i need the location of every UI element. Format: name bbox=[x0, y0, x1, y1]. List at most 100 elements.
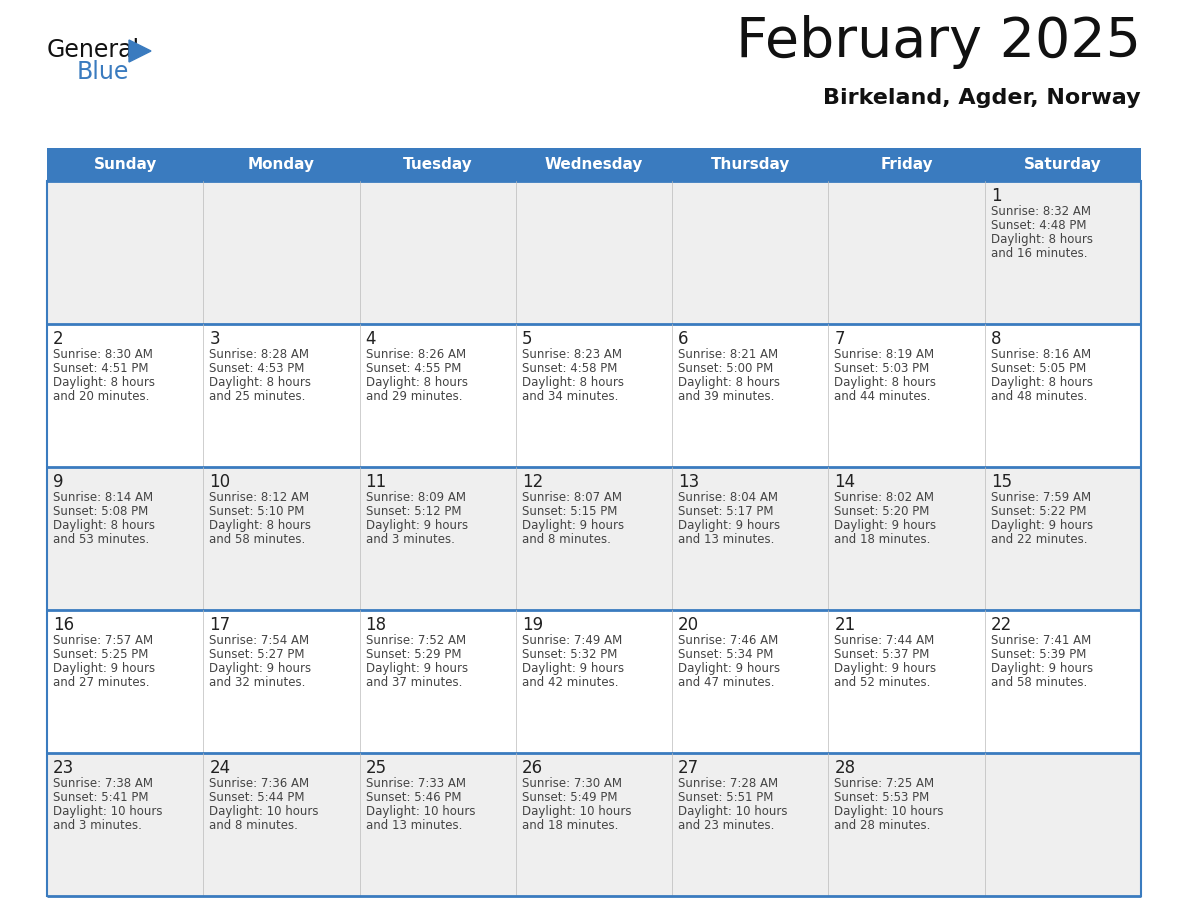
Text: Daylight: 9 hours: Daylight: 9 hours bbox=[522, 519, 624, 532]
Text: Daylight: 9 hours: Daylight: 9 hours bbox=[366, 519, 468, 532]
Text: Daylight: 8 hours: Daylight: 8 hours bbox=[678, 376, 781, 389]
Text: Sunrise: 7:30 AM: Sunrise: 7:30 AM bbox=[522, 777, 621, 790]
Text: Sunrise: 8:28 AM: Sunrise: 8:28 AM bbox=[209, 348, 309, 361]
Text: and 20 minutes.: and 20 minutes. bbox=[53, 390, 150, 403]
Text: General: General bbox=[48, 38, 140, 62]
Text: 15: 15 bbox=[991, 473, 1012, 491]
Text: Daylight: 9 hours: Daylight: 9 hours bbox=[834, 519, 936, 532]
Bar bbox=[48, 324, 1140, 467]
Text: Sunset: 5:34 PM: Sunset: 5:34 PM bbox=[678, 648, 773, 661]
Text: Daylight: 10 hours: Daylight: 10 hours bbox=[678, 805, 788, 818]
Text: Sunrise: 7:57 AM: Sunrise: 7:57 AM bbox=[53, 634, 153, 647]
Text: Sunset: 5:41 PM: Sunset: 5:41 PM bbox=[53, 791, 148, 804]
Text: and 27 minutes.: and 27 minutes. bbox=[53, 676, 150, 689]
Text: Sunrise: 7:44 AM: Sunrise: 7:44 AM bbox=[834, 634, 935, 647]
Text: and 3 minutes.: and 3 minutes. bbox=[366, 533, 455, 546]
Bar bbox=[48, 610, 1140, 753]
Text: Daylight: 10 hours: Daylight: 10 hours bbox=[53, 805, 163, 818]
Text: Sunset: 5:08 PM: Sunset: 5:08 PM bbox=[53, 505, 148, 518]
Text: and 47 minutes.: and 47 minutes. bbox=[678, 676, 775, 689]
Text: 10: 10 bbox=[209, 473, 230, 491]
Text: Sunset: 5:15 PM: Sunset: 5:15 PM bbox=[522, 505, 618, 518]
Text: 6: 6 bbox=[678, 330, 689, 348]
Text: Sunset: 5:46 PM: Sunset: 5:46 PM bbox=[366, 791, 461, 804]
Text: Sunrise: 8:07 AM: Sunrise: 8:07 AM bbox=[522, 491, 621, 504]
Text: Sunrise: 7:28 AM: Sunrise: 7:28 AM bbox=[678, 777, 778, 790]
Text: Daylight: 9 hours: Daylight: 9 hours bbox=[522, 662, 624, 675]
Text: Sunrise: 7:46 AM: Sunrise: 7:46 AM bbox=[678, 634, 778, 647]
Text: 17: 17 bbox=[209, 616, 230, 634]
Text: Sunrise: 8:26 AM: Sunrise: 8:26 AM bbox=[366, 348, 466, 361]
Text: Sunset: 5:27 PM: Sunset: 5:27 PM bbox=[209, 648, 305, 661]
Text: and 53 minutes.: and 53 minutes. bbox=[53, 533, 150, 546]
Text: Sunset: 4:53 PM: Sunset: 4:53 PM bbox=[209, 362, 304, 375]
Text: Sunset: 5:12 PM: Sunset: 5:12 PM bbox=[366, 505, 461, 518]
Text: Sunrise: 7:54 AM: Sunrise: 7:54 AM bbox=[209, 634, 309, 647]
Text: Monday: Monday bbox=[248, 157, 315, 172]
Text: Sunrise: 8:32 AM: Sunrise: 8:32 AM bbox=[991, 205, 1091, 218]
Text: Sunset: 5:29 PM: Sunset: 5:29 PM bbox=[366, 648, 461, 661]
Text: and 8 minutes.: and 8 minutes. bbox=[209, 819, 298, 832]
Text: 2: 2 bbox=[53, 330, 64, 348]
Text: Sunset: 5:05 PM: Sunset: 5:05 PM bbox=[991, 362, 1086, 375]
Text: Sunrise: 7:59 AM: Sunrise: 7:59 AM bbox=[991, 491, 1091, 504]
Text: 12: 12 bbox=[522, 473, 543, 491]
Text: and 28 minutes.: and 28 minutes. bbox=[834, 819, 931, 832]
Text: Daylight: 9 hours: Daylight: 9 hours bbox=[678, 519, 781, 532]
Text: Sunrise: 7:52 AM: Sunrise: 7:52 AM bbox=[366, 634, 466, 647]
Text: 1: 1 bbox=[991, 187, 1001, 205]
Text: 18: 18 bbox=[366, 616, 387, 634]
Text: Sunset: 5:03 PM: Sunset: 5:03 PM bbox=[834, 362, 930, 375]
Text: and 25 minutes.: and 25 minutes. bbox=[209, 390, 305, 403]
Text: and 42 minutes.: and 42 minutes. bbox=[522, 676, 619, 689]
Text: Sunrise: 7:41 AM: Sunrise: 7:41 AM bbox=[991, 634, 1091, 647]
Polygon shape bbox=[129, 40, 151, 62]
Text: Daylight: 8 hours: Daylight: 8 hours bbox=[366, 376, 468, 389]
Text: and 58 minutes.: and 58 minutes. bbox=[209, 533, 305, 546]
Text: Daylight: 8 hours: Daylight: 8 hours bbox=[991, 376, 1093, 389]
Text: Sunday: Sunday bbox=[94, 157, 157, 172]
Text: Daylight: 10 hours: Daylight: 10 hours bbox=[209, 805, 318, 818]
Text: Daylight: 8 hours: Daylight: 8 hours bbox=[522, 376, 624, 389]
Text: Wednesday: Wednesday bbox=[545, 157, 643, 172]
Text: Sunset: 4:55 PM: Sunset: 4:55 PM bbox=[366, 362, 461, 375]
Text: Sunrise: 7:49 AM: Sunrise: 7:49 AM bbox=[522, 634, 623, 647]
Text: Sunset: 5:53 PM: Sunset: 5:53 PM bbox=[834, 791, 930, 804]
Text: Sunset: 5:17 PM: Sunset: 5:17 PM bbox=[678, 505, 773, 518]
Text: and 13 minutes.: and 13 minutes. bbox=[366, 819, 462, 832]
Text: Sunrise: 7:25 AM: Sunrise: 7:25 AM bbox=[834, 777, 935, 790]
Text: Sunrise: 8:19 AM: Sunrise: 8:19 AM bbox=[834, 348, 935, 361]
Text: and 37 minutes.: and 37 minutes. bbox=[366, 676, 462, 689]
Text: Tuesday: Tuesday bbox=[403, 157, 473, 172]
Text: 24: 24 bbox=[209, 759, 230, 777]
Text: Daylight: 9 hours: Daylight: 9 hours bbox=[834, 662, 936, 675]
Text: 25: 25 bbox=[366, 759, 387, 777]
Text: and 18 minutes.: and 18 minutes. bbox=[834, 533, 931, 546]
Text: and 29 minutes.: and 29 minutes. bbox=[366, 390, 462, 403]
Text: and 23 minutes.: and 23 minutes. bbox=[678, 819, 775, 832]
Text: Sunrise: 8:30 AM: Sunrise: 8:30 AM bbox=[53, 348, 153, 361]
Text: Daylight: 9 hours: Daylight: 9 hours bbox=[209, 662, 311, 675]
Text: 19: 19 bbox=[522, 616, 543, 634]
Text: and 16 minutes.: and 16 minutes. bbox=[991, 247, 1087, 260]
Text: and 32 minutes.: and 32 minutes. bbox=[209, 676, 305, 689]
Text: Sunset: 5:44 PM: Sunset: 5:44 PM bbox=[209, 791, 305, 804]
Text: and 3 minutes.: and 3 minutes. bbox=[53, 819, 141, 832]
Text: 3: 3 bbox=[209, 330, 220, 348]
Text: Daylight: 8 hours: Daylight: 8 hours bbox=[991, 233, 1093, 246]
Text: Sunset: 4:51 PM: Sunset: 4:51 PM bbox=[53, 362, 148, 375]
Text: 27: 27 bbox=[678, 759, 700, 777]
Text: Sunrise: 8:14 AM: Sunrise: 8:14 AM bbox=[53, 491, 153, 504]
Text: Thursday: Thursday bbox=[710, 157, 790, 172]
Text: Sunset: 5:25 PM: Sunset: 5:25 PM bbox=[53, 648, 148, 661]
Text: Daylight: 9 hours: Daylight: 9 hours bbox=[53, 662, 156, 675]
Text: Daylight: 9 hours: Daylight: 9 hours bbox=[678, 662, 781, 675]
Text: Blue: Blue bbox=[77, 60, 129, 84]
Text: Sunrise: 8:09 AM: Sunrise: 8:09 AM bbox=[366, 491, 466, 504]
Text: Sunset: 5:10 PM: Sunset: 5:10 PM bbox=[209, 505, 304, 518]
Text: Sunrise: 7:36 AM: Sunrise: 7:36 AM bbox=[209, 777, 309, 790]
Text: Sunrise: 8:23 AM: Sunrise: 8:23 AM bbox=[522, 348, 621, 361]
Text: Sunset: 5:00 PM: Sunset: 5:00 PM bbox=[678, 362, 773, 375]
Text: Daylight: 9 hours: Daylight: 9 hours bbox=[366, 662, 468, 675]
Text: and 8 minutes.: and 8 minutes. bbox=[522, 533, 611, 546]
